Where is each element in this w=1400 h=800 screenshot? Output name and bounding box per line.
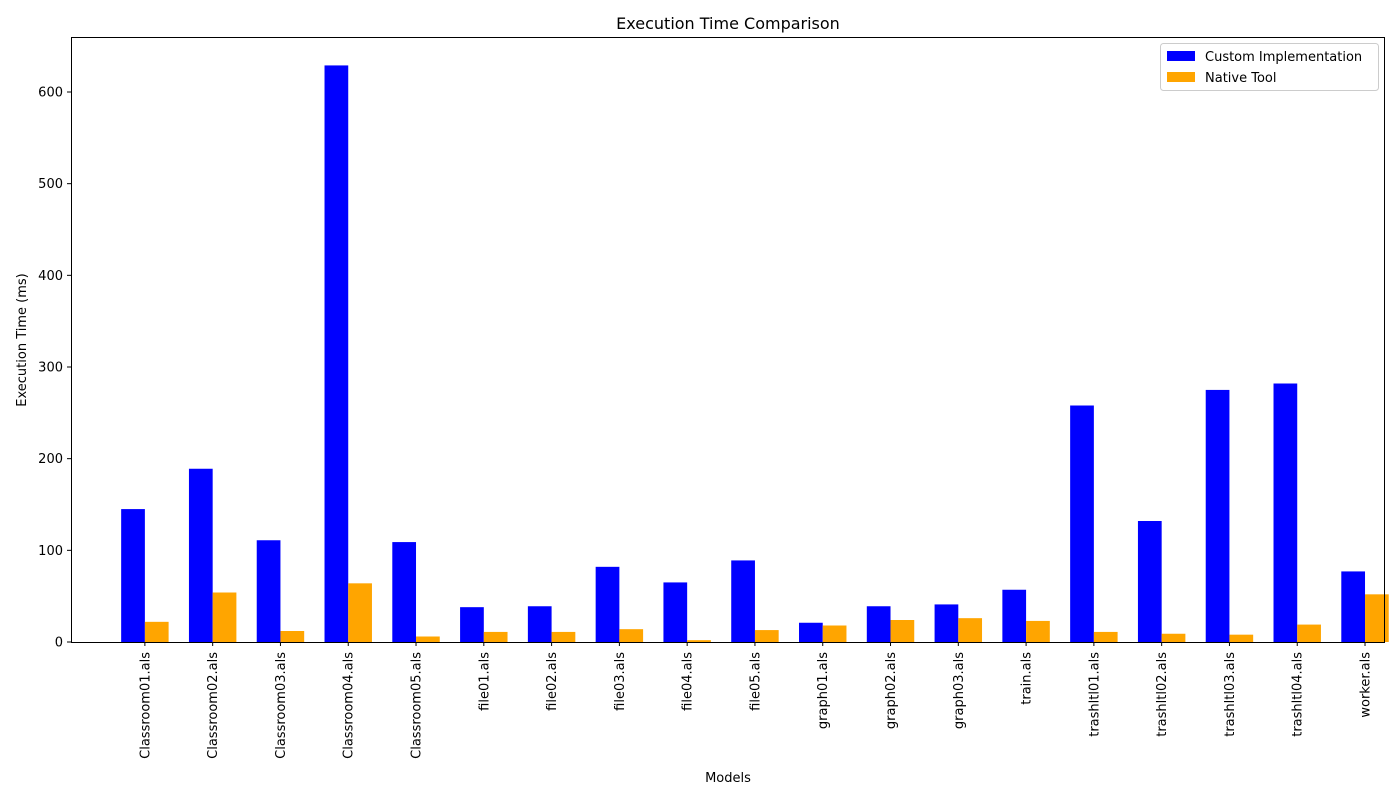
bar-native-16 [1229, 634, 1254, 642]
bar-custom-10 [799, 622, 823, 642]
bar-custom-1 [188, 468, 213, 642]
y-tick-label-6: 600 [38, 86, 63, 101]
x-axis-label: Models [705, 771, 751, 786]
y-axis: 0 100 200 300 400 500 600 [38, 86, 71, 651]
chart-title: Execution Time Comparison [616, 14, 840, 33]
bar-custom-14 [1070, 405, 1094, 642]
bar-custom-7 [595, 566, 620, 642]
x-tick-label-9: file05.als [748, 652, 763, 711]
bar-custom-0 [121, 509, 145, 642]
bar-custom-8 [663, 582, 688, 642]
x-tick-label-1: Classroom02.als [206, 652, 221, 759]
y-tick-label-2: 200 [38, 452, 63, 467]
x-tick-label-16: trashltl03.als [1223, 652, 1238, 737]
x-tick-label-0: Classroom01.als [138, 652, 153, 759]
x-axis: Classroom01.als Classroom02.als Classroom0… [138, 642, 1374, 759]
legend-swatch-native [1167, 72, 1195, 82]
bar-custom-18 [1341, 571, 1366, 642]
x-tick-label-3: Classroom04.als [342, 652, 357, 759]
bar-native-6 [551, 631, 576, 642]
x-tick-label-8: file04.als [681, 652, 696, 711]
bar-custom-15 [1137, 521, 1162, 642]
bar-native-11 [890, 620, 915, 642]
bar-native-1 [212, 592, 237, 642]
bar-native-13 [1026, 620, 1050, 642]
x-tick-label-10: graph01.als [816, 652, 831, 729]
y-tick-label-4: 400 [38, 269, 63, 284]
bar-native-12 [958, 618, 983, 642]
bars [121, 65, 1389, 643]
bar-native-18 [1365, 594, 1389, 642]
bar-native-7 [619, 629, 644, 642]
y-tick-label-3: 300 [38, 361, 63, 376]
y-tick-label-0: 0 [55, 636, 63, 651]
bar-custom-11 [866, 606, 891, 642]
bar-custom-3 [324, 65, 349, 643]
bar-custom-16 [1205, 389, 1230, 642]
bar-custom-17 [1273, 383, 1298, 642]
y-tick-label-1: 100 [38, 544, 63, 559]
x-tick-label-4: Classroom05.als [410, 652, 425, 759]
x-tick-label-13: train.als [1020, 652, 1035, 705]
legend-label-native: Native Tool [1205, 71, 1276, 86]
bar-native-3 [348, 583, 372, 642]
bar-native-10 [822, 625, 847, 642]
bar-native-14 [1093, 631, 1118, 642]
x-tick-label-6: file02.als [545, 652, 560, 711]
x-tick-label-7: file03.als [613, 652, 628, 711]
y-tick-label-5: 500 [38, 177, 63, 192]
bar-custom-6 [527, 606, 552, 642]
bar-native-0 [144, 621, 169, 642]
bar-native-5 [483, 631, 508, 642]
bar-custom-5 [460, 607, 484, 642]
bar-custom-12 [934, 604, 959, 642]
bar-custom-2 [256, 540, 281, 642]
x-tick-label-12: graph03.als [952, 652, 967, 729]
legend-frame [1160, 43, 1379, 91]
legend-swatch-custom [1167, 51, 1195, 61]
legend: Custom Implementation Native Tool [1160, 43, 1379, 91]
plot-frame [71, 37, 1385, 643]
x-tick-label-14: trashltl01.als [1087, 652, 1102, 737]
bar-custom-4 [392, 542, 417, 642]
bar-custom-9 [731, 560, 755, 642]
bar-native-17 [1297, 624, 1321, 642]
x-tick-label-11: graph02.als [884, 652, 899, 729]
bar-native-4 [416, 636, 440, 642]
x-tick-label-5: file01.als [477, 652, 492, 711]
legend-label-custom: Custom Implementation [1205, 50, 1362, 65]
y-axis-label: Execution Time (ms) [15, 273, 30, 406]
bar-native-8 [687, 640, 711, 642]
x-tick-label-18: worker.als [1359, 652, 1374, 718]
bar-native-2 [280, 631, 305, 642]
x-tick-label-2: Classroom03.als [274, 652, 289, 759]
bar-native-15 [1161, 633, 1186, 642]
x-tick-label-15: trashltl02.als [1155, 652, 1170, 737]
bar-native-9 [754, 630, 779, 642]
bar-custom-13 [1002, 589, 1027, 642]
x-tick-label-17: trashltl04.als [1291, 652, 1306, 737]
